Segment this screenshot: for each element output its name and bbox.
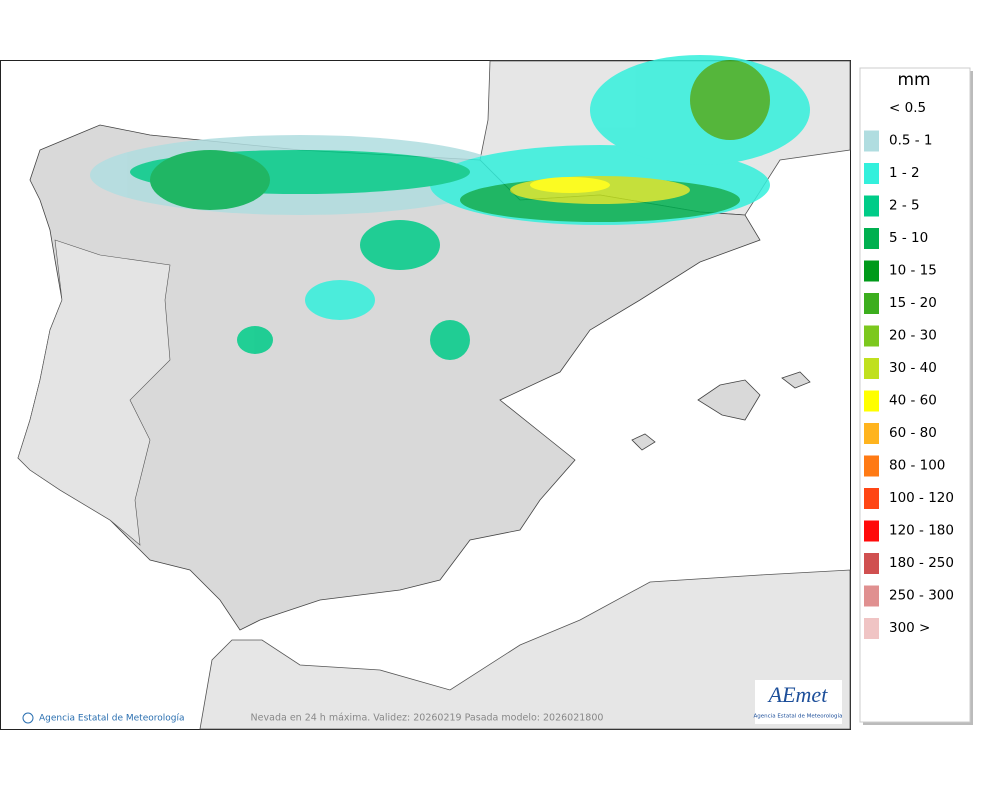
legend-swatch xyxy=(864,195,879,217)
legend-label: 180 - 250 xyxy=(889,555,954,571)
legend-swatch xyxy=(864,260,879,282)
legend-swatch xyxy=(864,488,879,509)
africa xyxy=(199,569,851,730)
mallorca xyxy=(697,379,761,421)
snow-field xyxy=(90,55,810,360)
legend-label: 80 - 100 xyxy=(889,458,945,474)
legend-swatch xyxy=(864,293,879,314)
legend-label: 60 - 80 xyxy=(889,425,937,441)
legend-swatch xyxy=(864,618,879,639)
legend-swatch xyxy=(864,163,879,184)
ibiza xyxy=(631,433,656,451)
legend-label: 120 - 180 xyxy=(889,523,954,539)
legend-label: < 0.5 xyxy=(889,100,926,116)
legend-swatch xyxy=(864,455,879,477)
portugal xyxy=(17,239,171,546)
copyright-icon xyxy=(22,712,34,724)
legend-swatch xyxy=(864,423,879,444)
legend-swatch xyxy=(864,585,879,607)
map: Agencia Estatal de Meteorología Nevada e… xyxy=(0,55,851,730)
legend-swatch xyxy=(864,358,879,379)
footer: Nevada en 24 h máxima. Validez: 20260219… xyxy=(251,713,604,724)
credit: Agencia Estatal de Meteorología xyxy=(39,714,185,724)
legend-label: 20 - 30 xyxy=(889,328,937,344)
legend: mm < 0.5 0.5 - 1 1 - 2 2 - 5 5 - 10 10 - 15 15… xyxy=(859,67,973,725)
menorca xyxy=(781,371,811,389)
legend-label: 0.5 - 1 xyxy=(889,133,933,149)
logo-box xyxy=(755,680,842,724)
legend-swatch xyxy=(864,520,879,542)
legend-swatch xyxy=(864,390,879,412)
logo-wordmark: AEmet xyxy=(767,682,829,707)
legend-swatch xyxy=(864,228,879,249)
legend-swatch xyxy=(864,553,879,574)
legend-unit: mm xyxy=(897,70,930,90)
legend-label: 1 - 2 xyxy=(889,165,920,181)
logo-caption: Agencia Estatal de Meteorología xyxy=(754,713,843,720)
legend-label: 2 - 5 xyxy=(889,198,920,214)
legend-label: 5 - 10 xyxy=(889,230,928,246)
legend-label: 300 > xyxy=(889,620,930,636)
legend-swatch xyxy=(864,325,879,347)
legend-label: 30 - 40 xyxy=(889,360,937,376)
legend-label: 100 - 120 xyxy=(889,490,954,506)
legend-label: 250 - 300 xyxy=(889,588,954,604)
legend-label: 15 - 20 xyxy=(889,295,937,311)
legend-swatch xyxy=(864,130,879,152)
legend-label: 10 - 15 xyxy=(889,263,937,279)
legend-label: 40 - 60 xyxy=(889,393,937,409)
